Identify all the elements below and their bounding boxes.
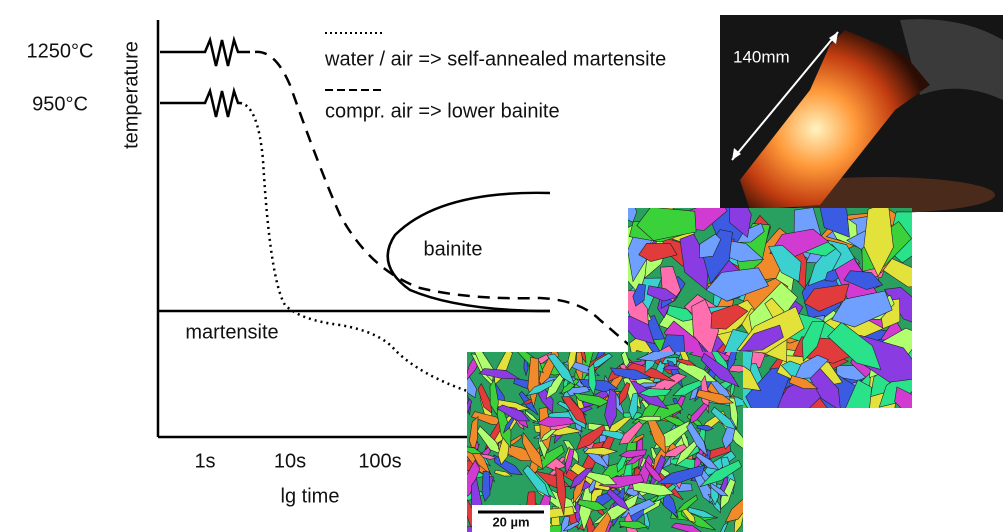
legend-label: water / air => self-annealed martensite (324, 48, 666, 70)
scale-label: 20 µm (492, 514, 529, 529)
photo: 140mm (720, 15, 1003, 213)
photo-label: 140mm (733, 47, 790, 66)
y-title: temperature (120, 41, 142, 149)
figure: 1250°C 950°C temperature 1s 10s 100s lg … (0, 0, 1003, 532)
micrograph-martensite (451, 337, 755, 532)
region-label: bainite (424, 238, 483, 260)
hold-line (160, 40, 250, 66)
x-label: 10s (274, 450, 306, 472)
x-title: lg time (281, 485, 340, 507)
legend-label: compr. air => lower bainite (325, 100, 560, 122)
x-label: 1s (194, 450, 215, 472)
grain (895, 387, 934, 422)
grain (621, 194, 637, 222)
y-label: 1250°C (27, 40, 94, 62)
cooling-curve-dashed (255, 52, 635, 350)
region-label: martensite (185, 321, 278, 343)
x-label: 100s (358, 450, 401, 472)
page: 1250°C 950°C temperature 1s 10s 100s lg … (0, 0, 1003, 532)
hold-line (160, 91, 240, 117)
y-label: 950°C (32, 93, 88, 115)
